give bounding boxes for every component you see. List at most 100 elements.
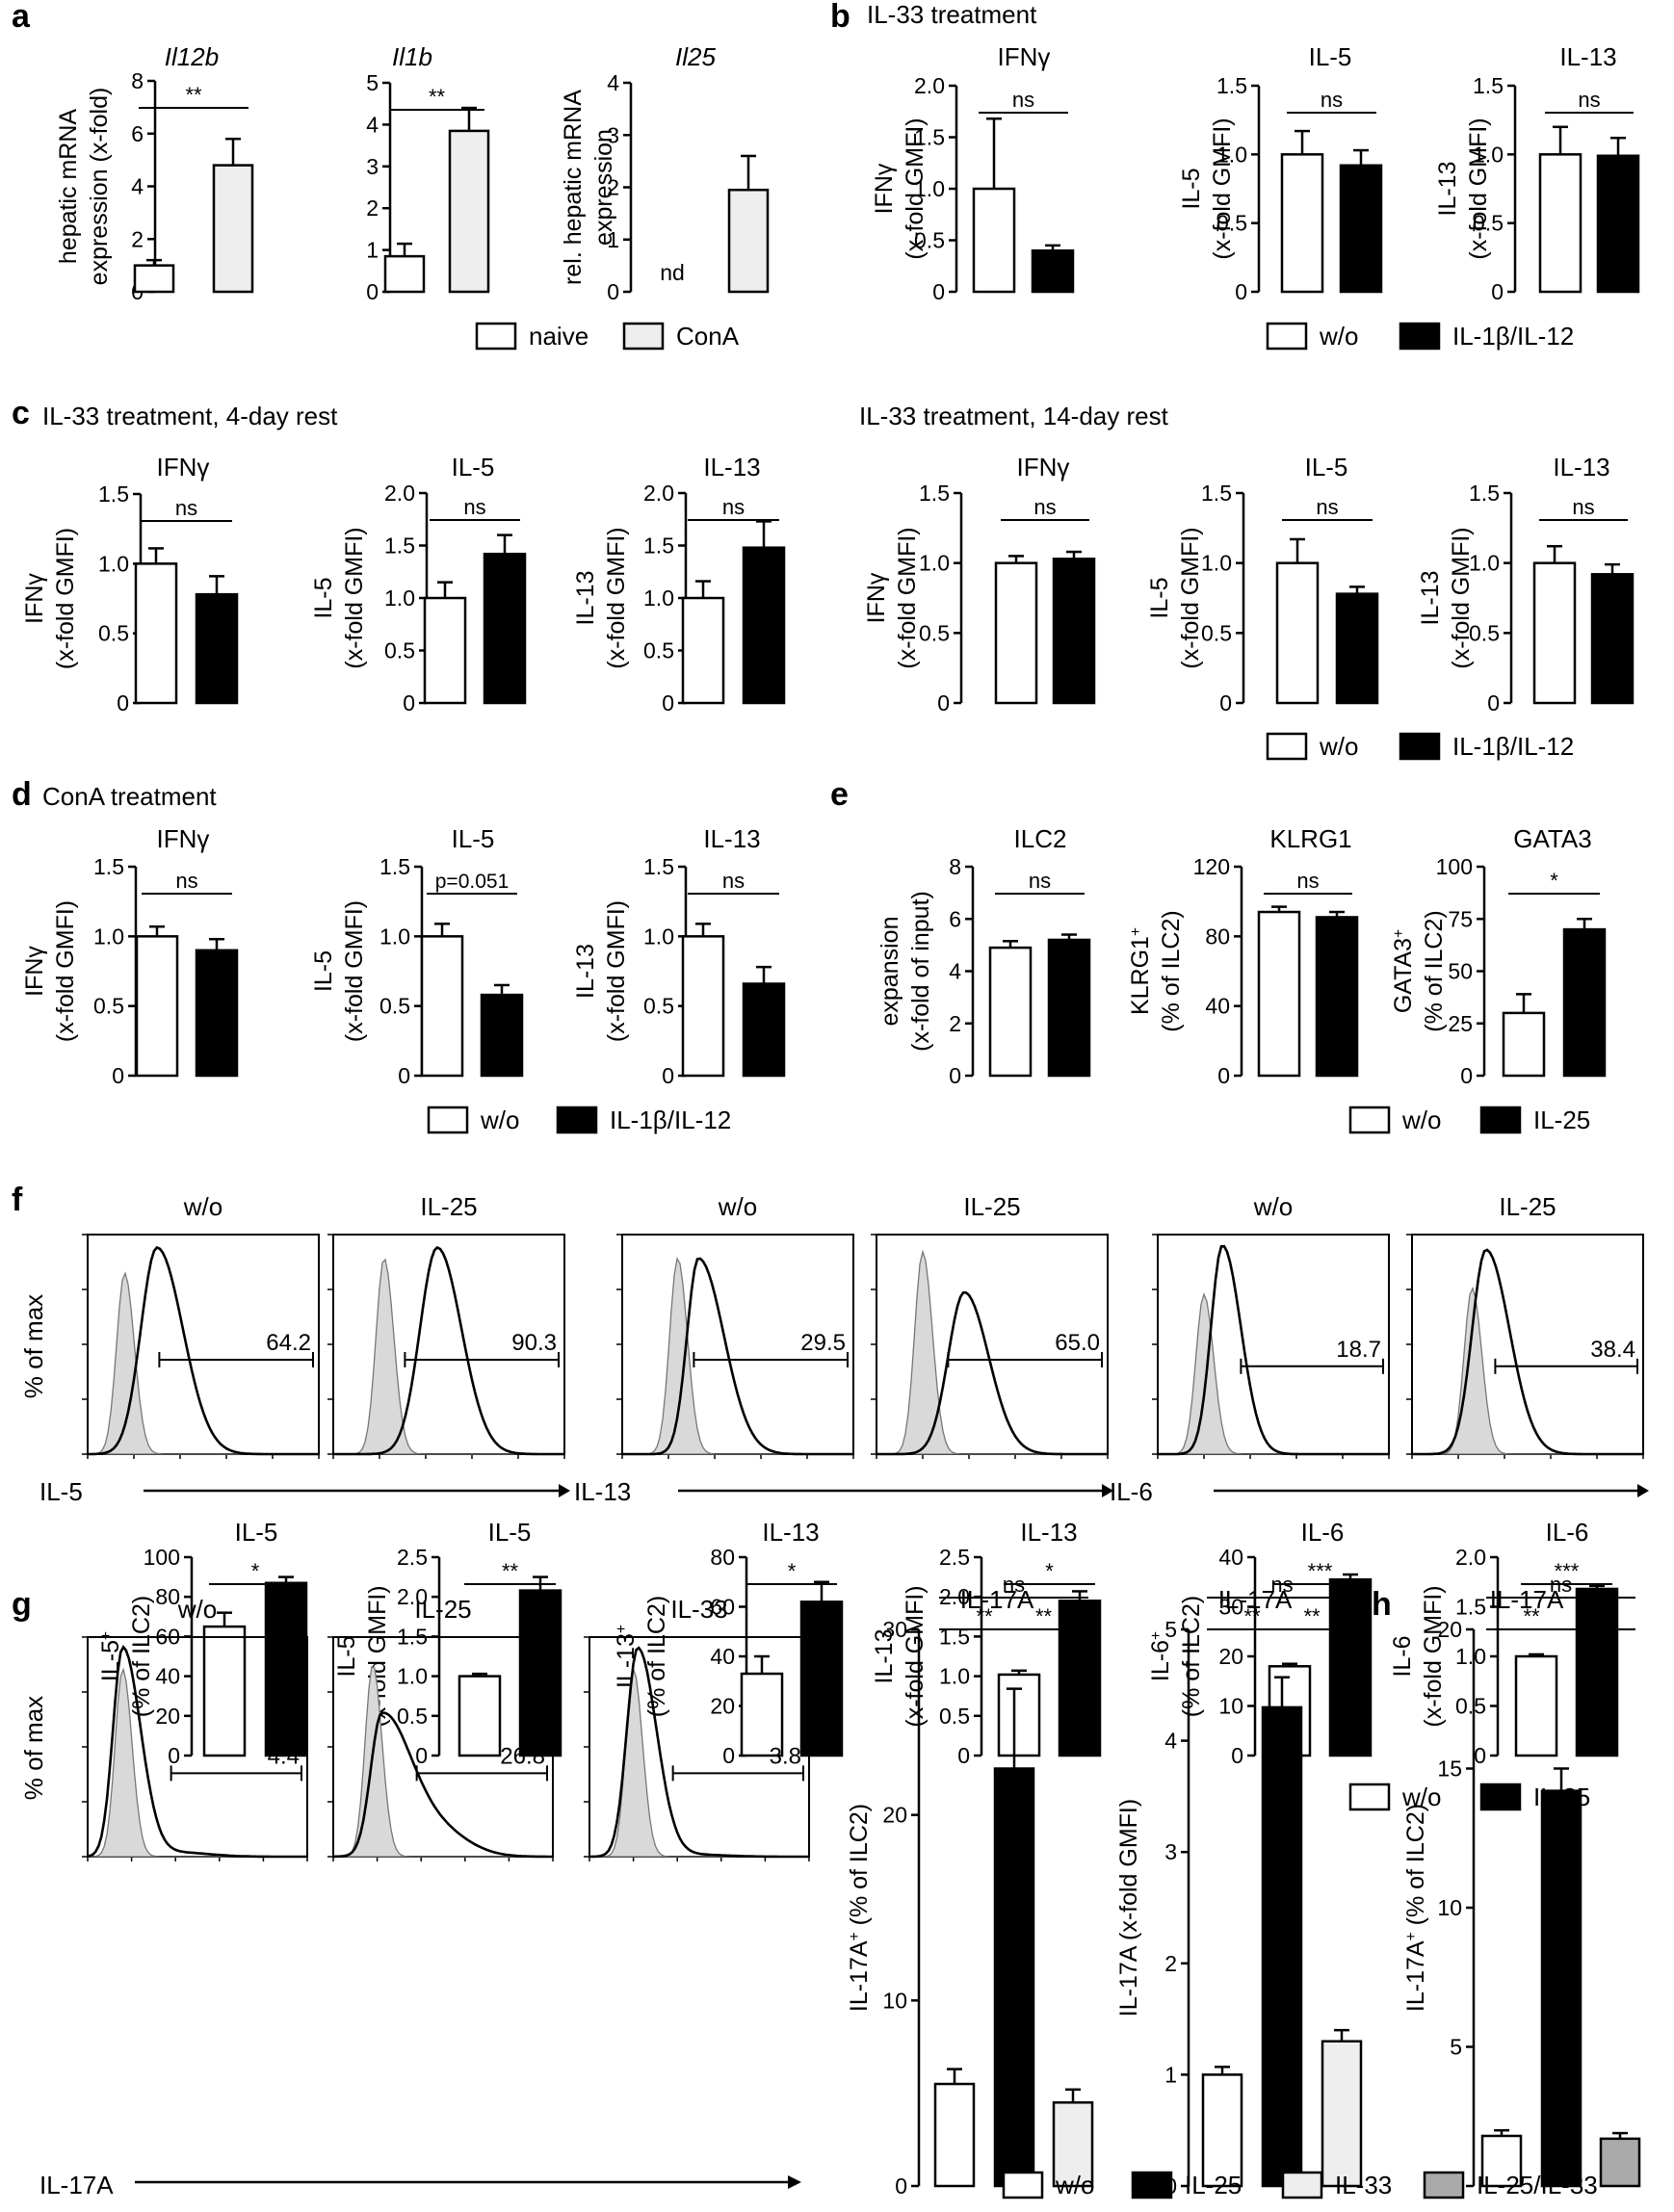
y-axis-label: (x-fold GMFI) [902,1585,929,1727]
legend-label: IL-25 [1533,1783,1590,1811]
chart-g2: 0 1 2 3 4 5 IL-17A IL-17A (x-fold GMFI) ns ** ** [1115,1573,1363,2199]
chart-e2: 0 40 80 120 KLRG1 KLRG1+ (% of ILC2) ns [1127,824,1359,1088]
y-tick-label: 0.5 [914,228,945,253]
y-axis-label: IL-5 [1178,168,1205,209]
y-tick-label: 0 [607,279,619,304]
bar-w-o [1502,1011,1546,1078]
bar-w-o [1538,153,1582,294]
legend-label: w/o [1319,732,1358,761]
bar-value-label: nd [660,260,685,285]
legend-swatch [622,322,665,351]
histogram-title: IL-25 [414,1595,471,1624]
legend-swatch [1423,2171,1465,2199]
significance-label: p=0.051 [435,871,510,893]
y-tick-label: 0.5 [1473,211,1504,236]
significance-label: * [251,1559,260,1583]
chart-title: IL-13 [703,453,760,481]
y-tick-label: 20 [710,1694,735,1719]
y-axis-label: (x-fold of input) [907,891,934,1052]
chart-title: GATA3 [1513,824,1591,853]
legend-swatch [475,322,517,351]
y-tick-label: 2 [949,1011,961,1036]
significance-label: ns [1578,88,1600,112]
y-tick-label: 0.5 [98,621,129,646]
legend-label: IL-1β/IL-12 [610,1106,731,1134]
chart-d2: 00.51.01.5IL-5IL-5 (x-fold GMFI)p=0.051 [310,824,524,1088]
significance-label: ns [1572,495,1594,519]
y-tick-label: 80 [1205,924,1230,949]
significance-label: ns [1033,495,1056,519]
y-tick-label: 1.5 [384,533,415,559]
panel-letter-d: d [12,776,32,813]
legend-swatch [1348,1106,1391,1134]
significance-label: ** [1303,1604,1321,1628]
y-tick-label: 1 [366,238,379,263]
legend-label: IL-1β/IL-12 [1452,732,1574,761]
y-tick-label: 10 [1437,1895,1462,1920]
flow-histogram: IL-25 38.4 [1406,1192,1644,1459]
y-axis-label: (x-fold GMFI) [341,527,368,668]
y-tick-label: 10 [882,1988,907,2013]
flow-x-axis: IL-17A % of max [19,1696,801,2199]
gate-percentage: 64.2 [266,1330,311,1356]
y-axis-label: (x-fold GMFI) [52,900,79,1042]
y-tick-label: 1.5 [919,481,950,506]
y-tick-label: 1.5 [1216,73,1247,98]
flow-x-axis: IL-5 % of max [19,1294,570,1506]
significance-label: ns [1550,1573,1572,1597]
y-tick-label: 0.5 [93,994,124,1019]
chart-title: IL-5 [488,1518,532,1547]
significance-label: ** [185,83,202,107]
y-tick-label: 0 [168,1743,180,1768]
y-axis-label: GATA3+ [1390,929,1417,1013]
chart-b2: 00.51.01.5IL-5IL-5 (x-fold GMFI)ns [1178,42,1383,304]
y-tick-label: 0 [117,690,129,716]
legend-b: w/o IL-1β/IL-12 [1266,322,1574,351]
y-axis-label: (% of ILC2) [643,1596,670,1717]
legend-label: IL-25/IL-33 [1477,2171,1598,2199]
legend-a: naive ConA [475,322,740,351]
bar-w-o [1257,910,1301,1078]
bar-w-o [681,596,725,705]
chart-e1: 0 2 4 6 8 ILC2 expansion (x-fold of input) ns [876,824,1091,1088]
bar-il-33 [1052,2101,1094,2188]
y-tick-label: 0 [932,279,945,304]
y-tick-label: 80 [710,1545,735,1570]
y-tick-label: 3 [366,154,379,179]
histogram-title: IL-25 [963,1192,1020,1221]
chart-e3: 0 25 50 75 100 GATA3 GATA3+ (% of ILC2) * [1390,824,1607,1088]
y-tick-label: 0 [415,1743,428,1768]
y-tick-label: 2.0 [397,1584,428,1609]
y-tick-label: 0 [366,279,379,304]
sample-curve [333,1245,564,1456]
section-title: ConA treatment [42,782,217,811]
legend-label: IL-1β/IL-12 [1452,322,1574,351]
y-tick-label: 0 [895,2173,907,2199]
panel-letter-f: f [12,1182,23,1218]
flow-histogram: w/o 29.5 [616,1192,854,1459]
y-tick-label: 0 [937,690,950,716]
y-tick-label: 0 [403,690,415,716]
histogram-title: w/o [718,1192,757,1221]
flow-x-axis: IL-6 [1110,1477,1649,1506]
legend-g: w/o IL-25 IL-33 IL-25/IL-33 [1002,2171,1598,2199]
bar-il-25 [1315,916,1359,1078]
sample-curve [622,1257,853,1456]
y-tick-label: 1.0 [643,924,674,949]
legend-c: w/o IL-1β/IL-12 [1266,732,1574,761]
panel-letter-h: h [1372,1586,1392,1623]
y-tick-label: 1.0 [1455,1644,1486,1669]
panel-letter-c: c [12,395,30,431]
y-tick-label: 25 [1448,1011,1473,1036]
bar-w-o [1480,2134,1523,2188]
arrow-head [1102,1484,1113,1497]
legend-label: w/o [480,1106,519,1134]
y-tick-label: 1.0 [919,551,950,576]
bar-naive [133,264,175,294]
y-tick-label: 10 [1218,1694,1243,1719]
legend-label: IL-33 [1335,2171,1392,2199]
bar-il-25 [1575,1587,1619,1757]
bar-cona [727,188,770,294]
